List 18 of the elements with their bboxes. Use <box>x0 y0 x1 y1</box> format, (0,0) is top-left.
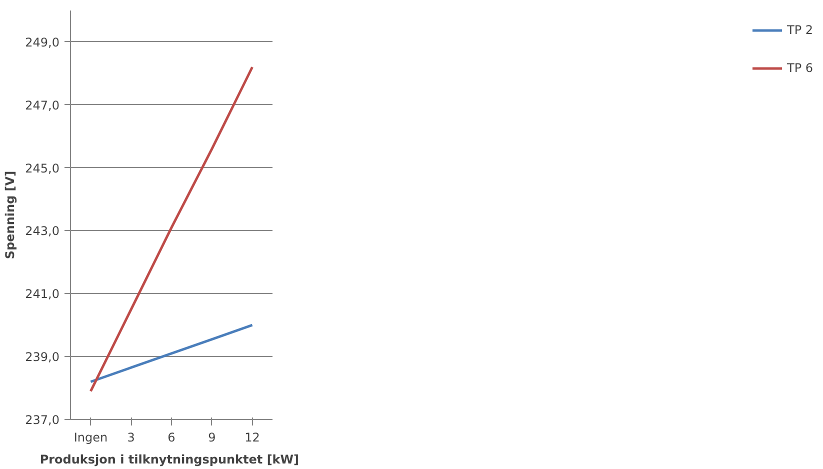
x-tick-label: 12 <box>244 430 260 444</box>
line-series <box>89 66 254 392</box>
y-tick-label: 239,0 <box>25 350 60 364</box>
x-tick-label: 6 <box>168 430 176 444</box>
y-tick-label: 241,0 <box>25 287 60 302</box>
line-series <box>89 324 254 383</box>
legend-label: TP 2 <box>786 23 813 37</box>
y-tick-label: 247,0 <box>25 98 60 112</box>
y-tick-label: 249,0 <box>25 35 60 50</box>
y-axis-title: Spenning [V] <box>3 170 18 260</box>
x-tick-label: 9 <box>208 430 216 444</box>
y-tick-label: 243,0 <box>25 224 60 238</box>
x-axis-title: Produksjon i tilknytningspunktet [kW] <box>40 452 300 466</box>
y-tick-label: 237,0 <box>25 413 60 427</box>
y-tick-label: 245,0 <box>25 161 60 176</box>
x-tick-label: Ingen <box>74 430 108 444</box>
x-tick-label: 3 <box>127 430 135 444</box>
legend-label: TP 6 <box>786 61 813 75</box>
